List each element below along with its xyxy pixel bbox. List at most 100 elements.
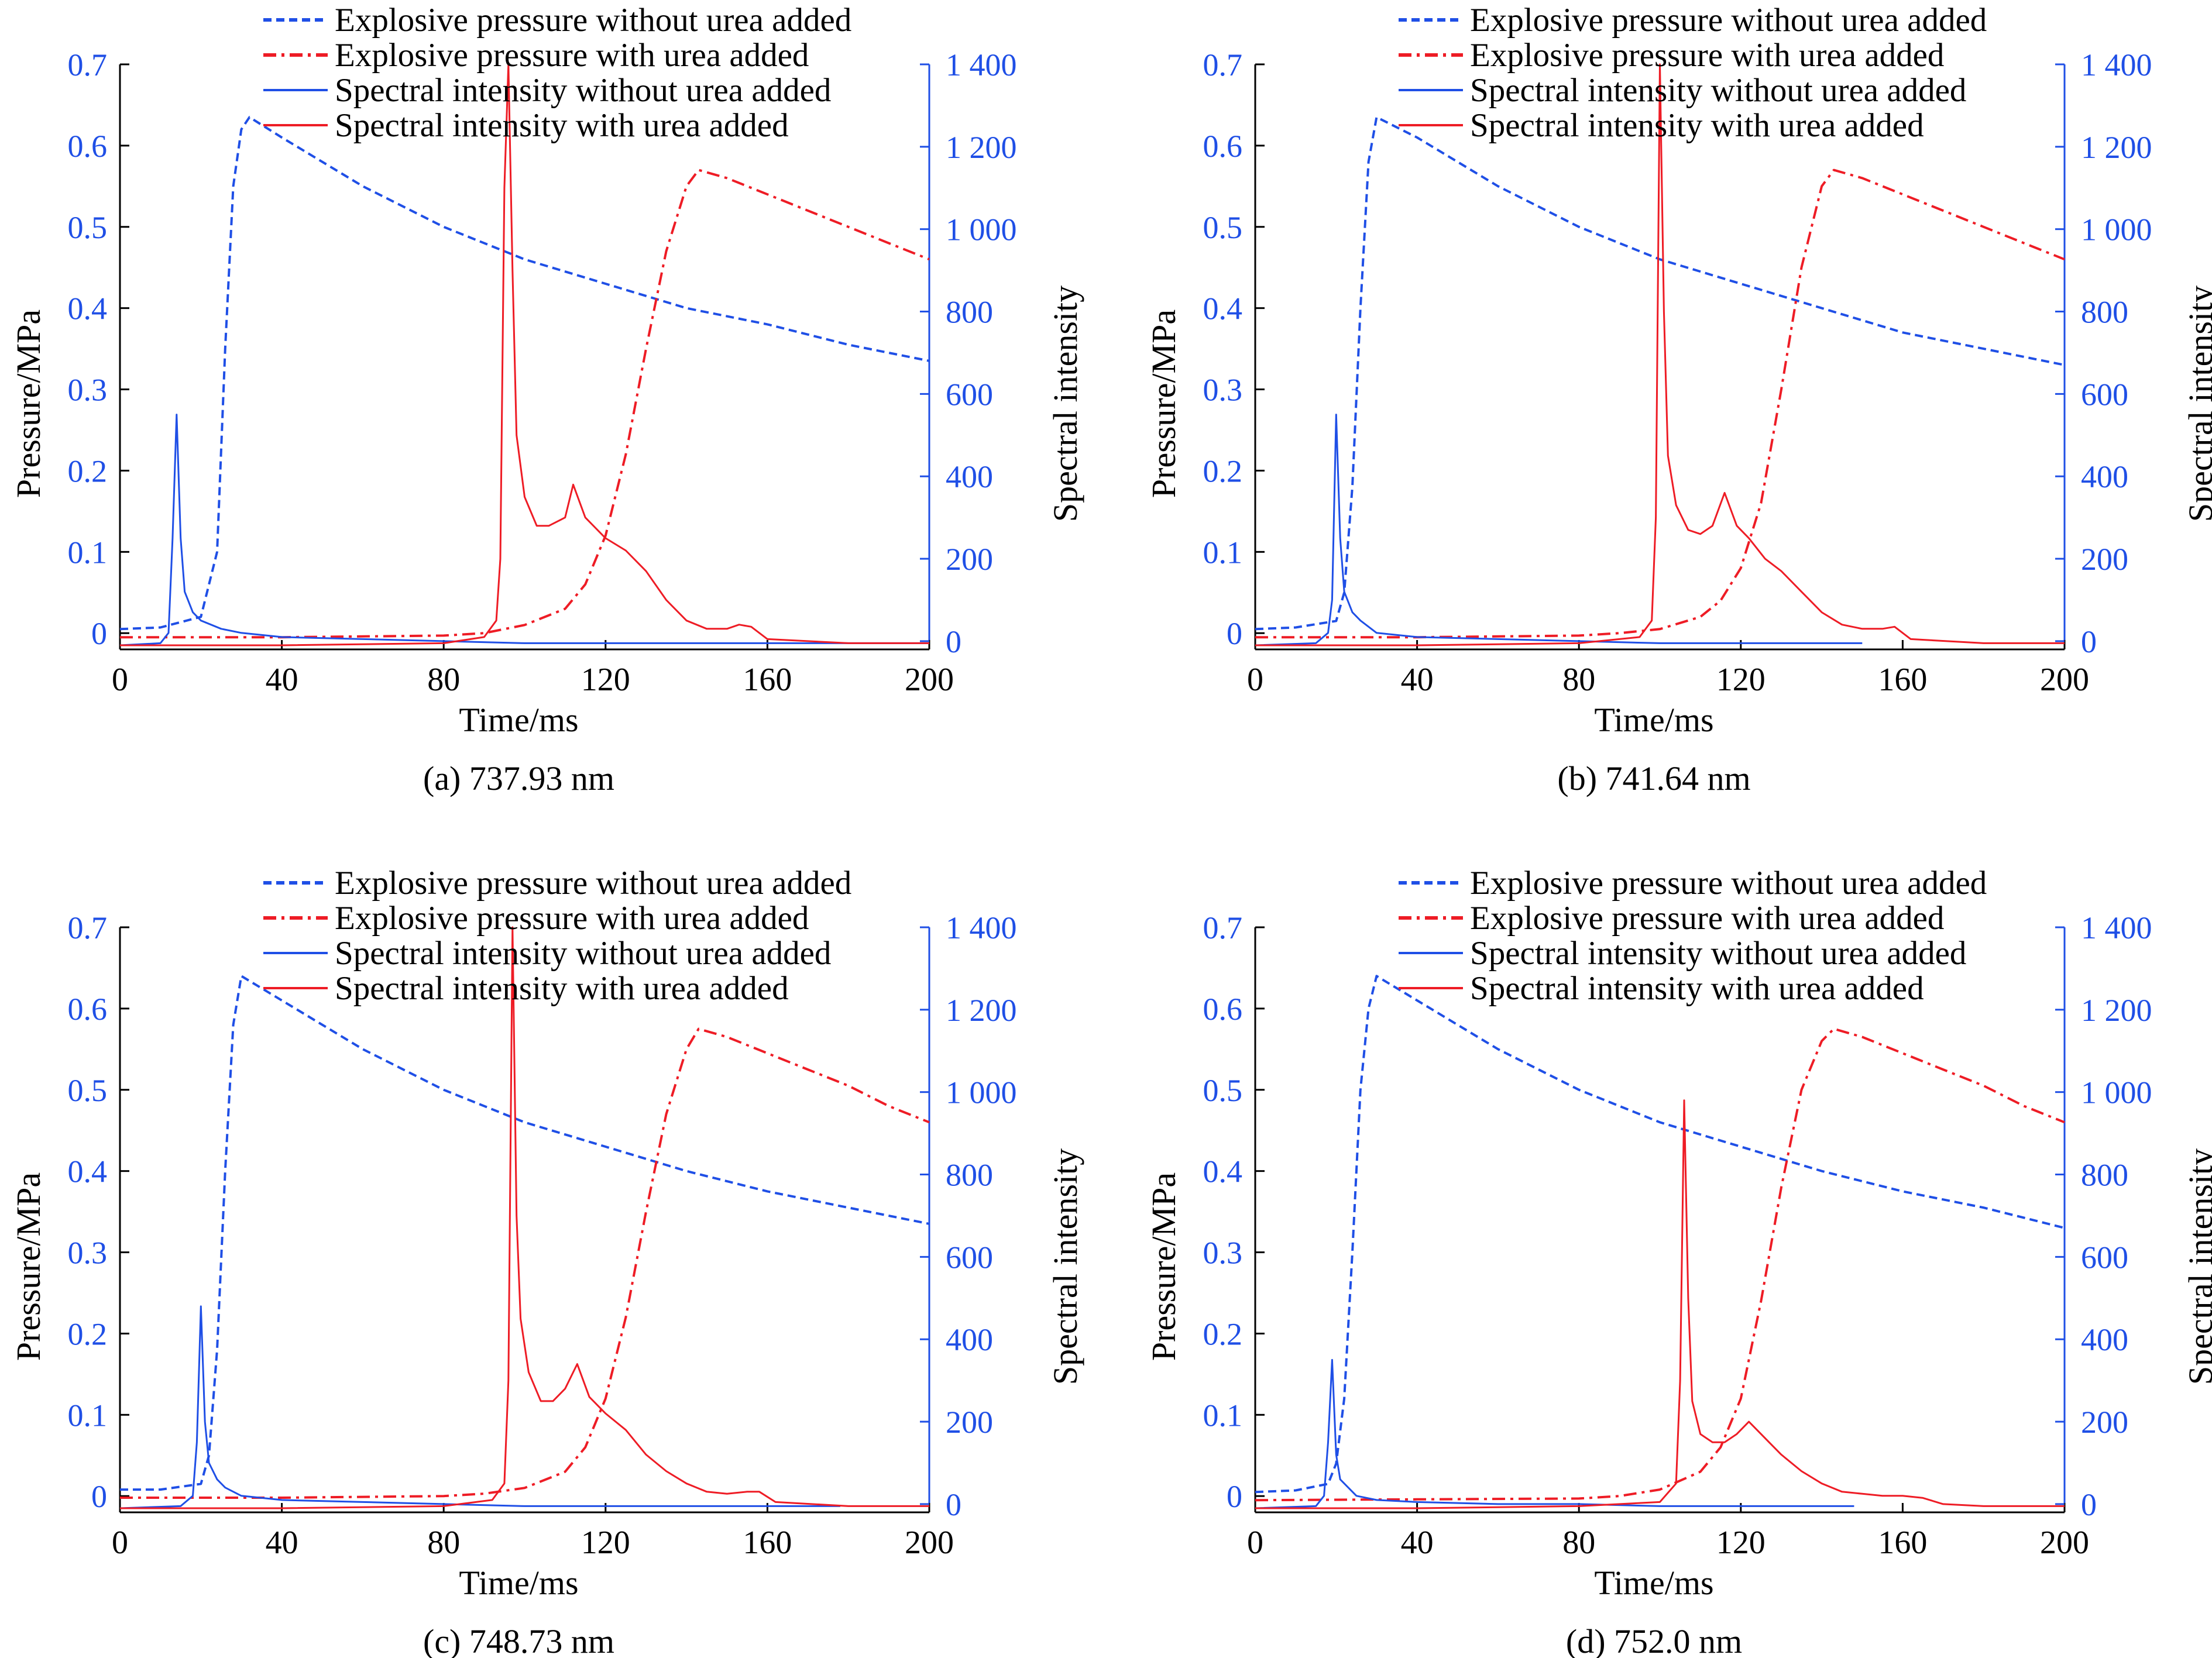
y-right-tick-label: 400 xyxy=(946,1322,993,1357)
y-left-tick-label: 0.7 xyxy=(1203,910,1243,945)
y-left-tick-label: 0.2 xyxy=(68,1316,108,1351)
y-right-tick-label: 0 xyxy=(2081,624,2097,659)
legend-label: Spectral intensity with urea added xyxy=(1470,107,1924,144)
x-tick-label: 80 xyxy=(427,1525,460,1561)
legend-label: Spectral intensity with urea added xyxy=(335,970,789,1007)
y-left-tick-label: 0.7 xyxy=(68,910,108,945)
y-axis-right-label: Spectral intensity xyxy=(1046,285,1084,522)
y-left-tick-label: 0.2 xyxy=(1203,453,1243,489)
y-right-tick-label: 1 400 xyxy=(946,910,1017,945)
y-left-tick-label: 0.3 xyxy=(68,373,108,408)
series-3-line xyxy=(1255,63,2065,646)
x-tick-label: 80 xyxy=(1562,1525,1595,1561)
x-tick-label: 160 xyxy=(1878,662,1927,698)
legend-label: Explosive pressure without urea added xyxy=(335,865,851,902)
y-left-tick-label: 0.7 xyxy=(68,47,108,82)
y-right-tick-label: 1 200 xyxy=(946,993,1017,1028)
chart-panel-a: 0 40 80 120 160 20000.10.20.30.40.50.60.70200… xyxy=(9,2,1084,797)
x-tick-label: 40 xyxy=(266,662,298,698)
y-right-tick-label: 1 000 xyxy=(2081,1075,2152,1110)
x-tick-label: 160 xyxy=(1878,1525,1927,1561)
panel-caption: (b) 741.64 nm xyxy=(1557,759,1750,797)
x-axis-label: Time/ms xyxy=(1594,1564,1713,1602)
x-tick-label: 200 xyxy=(905,662,954,698)
y-right-tick-label: 600 xyxy=(2081,377,2128,412)
legend-label: Spectral intensity with urea added xyxy=(1470,970,1924,1007)
x-axis-label: Time/ms xyxy=(459,701,578,739)
legend-label: Explosive pressure with urea added xyxy=(1470,37,1944,74)
y-right-tick-label: 0 xyxy=(2081,1487,2097,1522)
y-right-tick-label: 200 xyxy=(2081,542,2128,577)
x-tick-label: 200 xyxy=(2040,662,2089,698)
legend-label: Explosive pressure with urea added xyxy=(335,900,809,937)
y-axis-right-label: Spectral intensity xyxy=(2182,285,2212,522)
y-right-tick-label: 600 xyxy=(2081,1240,2128,1275)
x-tick-label: 0 xyxy=(112,662,128,698)
y-right-tick-label: 200 xyxy=(2081,1405,2128,1440)
y-axis-right-label: Spectral intensity xyxy=(1046,1148,1084,1385)
y-right-tick-label: 1 400 xyxy=(946,47,1017,82)
y-right-tick-label: 600 xyxy=(946,377,993,412)
y-left-tick-label: 0.5 xyxy=(1203,210,1243,245)
series-2-line xyxy=(1255,1358,1854,1509)
panel-caption: (d) 752.0 nm xyxy=(1566,1622,1742,1658)
y-left-tick-label: 0.6 xyxy=(68,129,108,164)
legend-label: Explosive pressure without urea added xyxy=(1470,2,1987,39)
x-tick-label: 120 xyxy=(1716,1525,1766,1561)
y-right-tick-label: 1 200 xyxy=(2081,130,2152,165)
series-1-line xyxy=(120,1027,930,1499)
x-tick-label: 40 xyxy=(1401,662,1434,698)
chart-panel-c: 0 40 80 120 160 20000.10.20.30.40.50.60.70200… xyxy=(9,865,1084,1658)
y-right-tick-label: 1 200 xyxy=(2081,993,2152,1028)
x-tick-label: 120 xyxy=(581,1525,630,1561)
chart-panel-d: 0 40 80 120 160 20000.10.20.30.40.50.60.70200… xyxy=(1145,865,2212,1658)
x-tick-label: 40 xyxy=(266,1525,298,1561)
y-left-tick-label: 0.1 xyxy=(1203,1398,1243,1433)
x-tick-label: 200 xyxy=(905,1525,954,1561)
series-0-line xyxy=(119,116,930,631)
y-left-tick-label: 0 xyxy=(1227,1479,1242,1514)
x-tick-label: 0 xyxy=(1247,1525,1263,1561)
y-left-tick-label: 0.3 xyxy=(1203,1236,1243,1271)
y-left-tick-label: 0 xyxy=(91,616,107,651)
y-left-tick-label: 0.4 xyxy=(1203,1154,1243,1189)
x-tick-label: 40 xyxy=(1401,1525,1434,1561)
x-tick-label: 80 xyxy=(427,662,460,698)
y-left-tick-label: 0.2 xyxy=(1203,1316,1243,1351)
legend-label: Spectral intensity without urea added xyxy=(1470,72,1966,109)
x-tick-label: 160 xyxy=(743,662,792,698)
legend-label: Spectral intensity without urea added xyxy=(335,72,831,109)
y-axis-right-label: Spectral intensity xyxy=(2182,1148,2212,1385)
x-tick-label: 80 xyxy=(1562,662,1595,698)
y-left-tick-label: 0.5 xyxy=(1203,1073,1243,1108)
y-axis-left-label: Pressure/MPa xyxy=(9,309,47,498)
series-2-line xyxy=(119,1305,840,1509)
legend-label: Explosive pressure without urea added xyxy=(335,2,851,39)
y-left-tick-label: 0.4 xyxy=(68,1154,108,1189)
series-3-line xyxy=(120,926,929,1509)
series-1-line xyxy=(1255,1027,2065,1502)
y-right-tick-label: 0 xyxy=(946,624,961,659)
x-tick-label: 120 xyxy=(581,662,630,698)
panel-caption: (c) 748.73 nm xyxy=(423,1622,614,1658)
series-0-line xyxy=(1255,116,2065,631)
legend-label: Explosive pressure with urea added xyxy=(335,37,809,74)
y-left-tick-label: 0.2 xyxy=(68,453,108,489)
series-1-line xyxy=(1255,168,2065,639)
y-left-tick-label: 0.3 xyxy=(68,1236,108,1271)
y-axis-left-label: Pressure/MPa xyxy=(1145,309,1183,498)
legend-label: Explosive pressure with urea added xyxy=(1470,900,1944,937)
series-0-line xyxy=(1255,975,2065,1494)
series-0-line xyxy=(120,975,930,1491)
series-2-line xyxy=(119,414,929,646)
y-right-tick-label: 1 400 xyxy=(2081,47,2152,82)
y-left-tick-label: 0.6 xyxy=(68,992,108,1027)
y-right-tick-label: 400 xyxy=(946,459,993,494)
y-right-tick-label: 1 000 xyxy=(946,1075,1017,1110)
y-right-tick-label: 1 200 xyxy=(946,130,1017,165)
y-left-tick-label: 0.7 xyxy=(1203,47,1243,82)
series-1-line xyxy=(120,168,930,639)
y-left-tick-label: 0.5 xyxy=(68,210,108,245)
y-right-tick-label: 400 xyxy=(2081,459,2128,494)
